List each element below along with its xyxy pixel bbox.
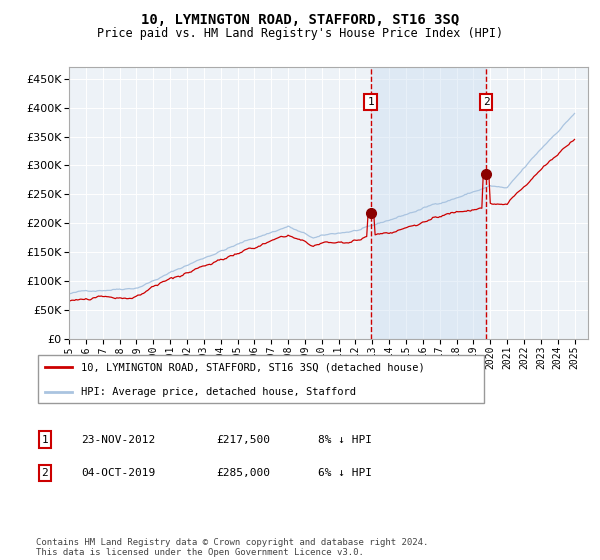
Text: Contains HM Land Registry data © Crown copyright and database right 2024.
This d: Contains HM Land Registry data © Crown c…	[36, 538, 428, 557]
Text: HPI: Average price, detached house, Stafford: HPI: Average price, detached house, Staf…	[81, 386, 356, 396]
Text: 2: 2	[41, 468, 49, 478]
FancyBboxPatch shape	[38, 356, 484, 403]
Text: Price paid vs. HM Land Registry's House Price Index (HPI): Price paid vs. HM Land Registry's House …	[97, 27, 503, 40]
Text: 23-NOV-2012: 23-NOV-2012	[81, 435, 155, 445]
Text: 8% ↓ HPI: 8% ↓ HPI	[318, 435, 372, 445]
Text: 1: 1	[41, 435, 49, 445]
Text: 10, LYMINGTON ROAD, STAFFORD, ST16 3SQ: 10, LYMINGTON ROAD, STAFFORD, ST16 3SQ	[141, 13, 459, 27]
Text: 1: 1	[367, 97, 374, 107]
Text: 10, LYMINGTON ROAD, STAFFORD, ST16 3SQ (detached house): 10, LYMINGTON ROAD, STAFFORD, ST16 3SQ (…	[81, 362, 425, 372]
Text: 6% ↓ HPI: 6% ↓ HPI	[318, 468, 372, 478]
Text: 04-OCT-2019: 04-OCT-2019	[81, 468, 155, 478]
Bar	[371, 67, 486, 339]
Text: £217,500: £217,500	[216, 435, 270, 445]
Text: £285,000: £285,000	[216, 468, 270, 478]
Text: 2: 2	[482, 97, 490, 107]
